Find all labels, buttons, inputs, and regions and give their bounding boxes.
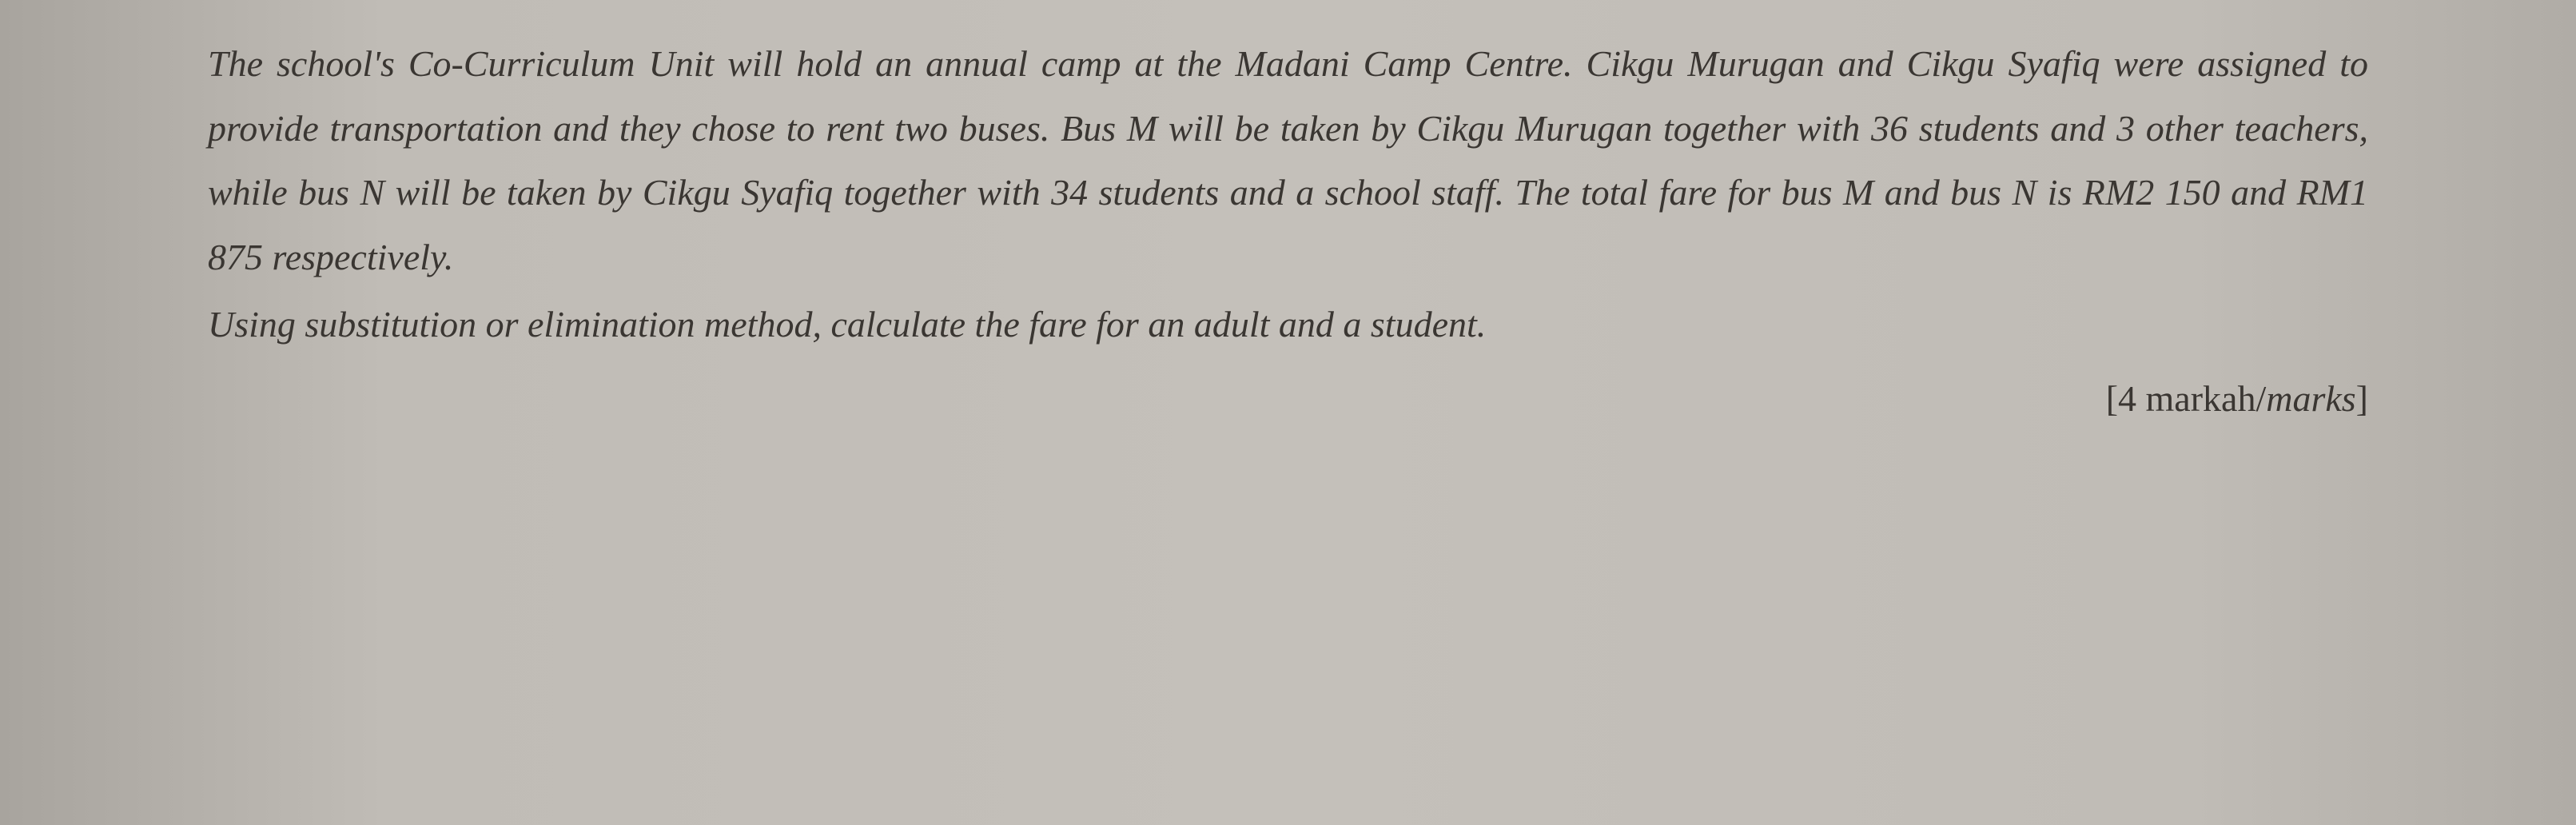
question-paragraph: The school's Co-Curriculum Unit will hol…: [208, 32, 2368, 289]
marks-suffix: ]: [2356, 378, 2368, 419]
question-instruction: Using substitution or elimination method…: [208, 293, 2368, 357]
marks-allocation: [4 markah/marks]: [208, 367, 2368, 432]
question-content: The school's Co-Curriculum Unit will hol…: [208, 32, 2368, 431]
marks-italic: marks: [2266, 378, 2355, 419]
marks-prefix: [4 markah/: [2106, 378, 2267, 419]
